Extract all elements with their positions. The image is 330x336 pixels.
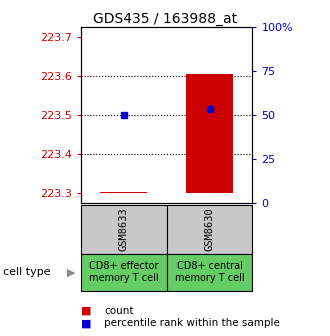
Text: ■: ■	[81, 306, 91, 316]
Bar	[81, 254, 167, 291]
Text: ▶: ▶	[67, 267, 75, 277]
Text: cell type: cell type	[3, 267, 51, 277]
Bar	[167, 254, 252, 291]
Text: CD8+ central
memory T cell: CD8+ central memory T cell	[175, 261, 244, 283]
Text: ■: ■	[81, 318, 91, 328]
Text: percentile rank within the sample: percentile rank within the sample	[104, 318, 280, 328]
Text: count: count	[104, 306, 133, 316]
Bar	[186, 74, 233, 194]
Bar	[81, 205, 167, 254]
Text: GSM8630: GSM8630	[205, 207, 214, 251]
Bar	[100, 192, 148, 194]
Text: GDS435 / 163988_at: GDS435 / 163988_at	[93, 12, 237, 26]
Text: GSM8633: GSM8633	[119, 207, 129, 251]
Bar	[167, 205, 252, 254]
Text: CD8+ effector
memory T cell: CD8+ effector memory T cell	[89, 261, 158, 283]
